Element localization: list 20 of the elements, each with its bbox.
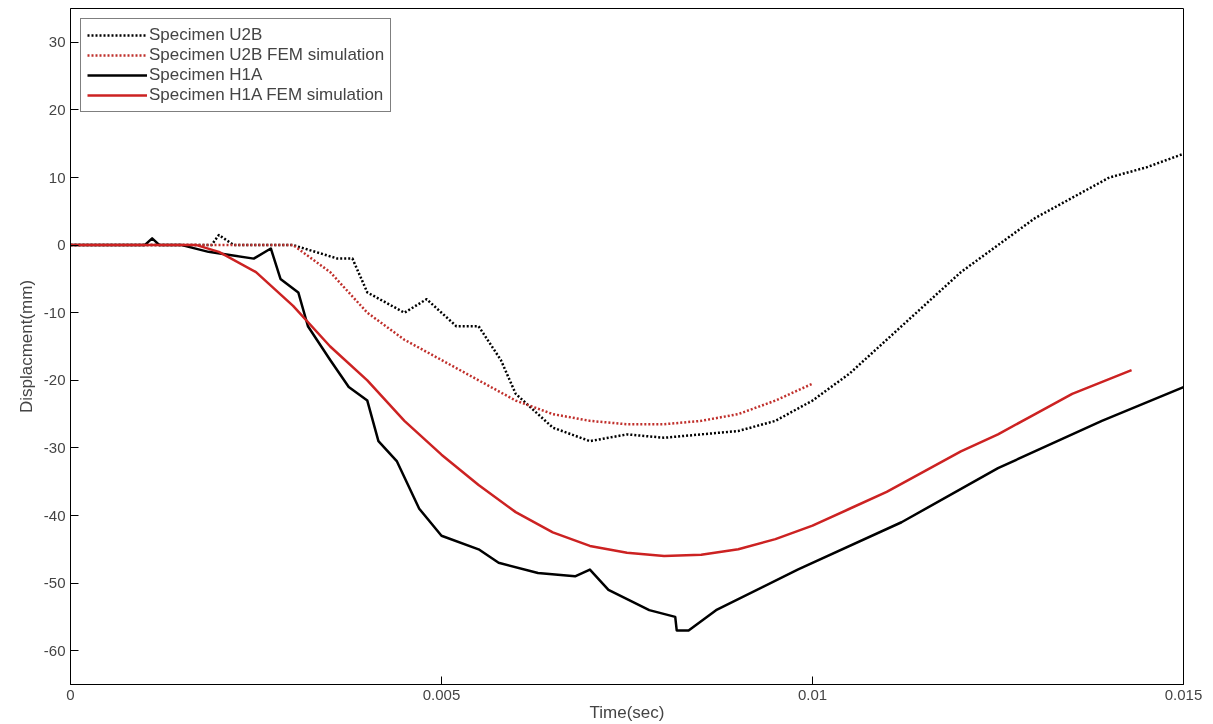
y-tick-label: -20	[43, 371, 66, 389]
x-tick-label: 0.01	[797, 685, 828, 703]
y-tick-label: 20	[48, 100, 66, 118]
y-tick-label: -10	[43, 303, 66, 321]
legend-label: Specimen H1A	[149, 65, 263, 85]
y-tick-label: 30	[48, 33, 66, 51]
y-tick-label: -60	[43, 641, 66, 659]
y-tick-label: 0	[57, 236, 66, 254]
y-tick-label: -40	[43, 506, 66, 524]
legend-label: Specimen H1A FEM simulation	[149, 85, 384, 105]
y-tick-label: 10	[48, 168, 66, 186]
x-tick-label: 0.005	[422, 685, 461, 703]
x-tick-label: 0.015	[1164, 685, 1203, 703]
x-axis-title: Time(sec)	[589, 702, 665, 722]
legend-label: Specimen U2B	[149, 25, 263, 45]
legend-label: Specimen U2B FEM simulation	[149, 45, 385, 65]
y-tick-label: -30	[43, 438, 66, 456]
y-axis-title: Displacment(mm)	[16, 279, 36, 414]
line-series	[70, 243, 1133, 558]
y-tick-label: -50	[43, 574, 66, 592]
